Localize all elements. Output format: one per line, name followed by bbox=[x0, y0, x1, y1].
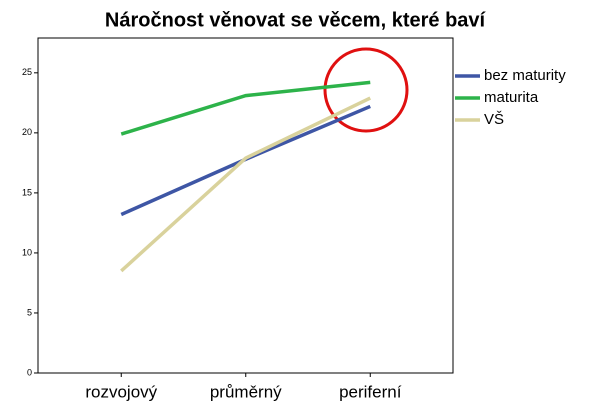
x-tick-label: průměrný bbox=[210, 382, 282, 401]
y-tick-label: 10 bbox=[22, 247, 32, 257]
x-tick-label: periferní bbox=[339, 382, 402, 401]
y-tick-label: 20 bbox=[22, 127, 32, 137]
line-series bbox=[120, 80, 371, 136]
y-tick-label: 5 bbox=[27, 307, 32, 317]
x-tick-label: rozvojový bbox=[85, 382, 157, 401]
legend-label: maturita bbox=[484, 89, 539, 106]
legend-label: VŠ bbox=[484, 111, 504, 128]
chart-title: Náročnost věnovat se věcem, které baví bbox=[105, 9, 487, 31]
y-tick-label: 25 bbox=[22, 67, 32, 77]
line-series bbox=[120, 96, 372, 273]
y-tick-label: 15 bbox=[22, 187, 32, 197]
y-tick-label: 0 bbox=[27, 367, 32, 377]
highlight-circle bbox=[323, 47, 409, 133]
legend-label: bez maturity bbox=[484, 67, 566, 84]
